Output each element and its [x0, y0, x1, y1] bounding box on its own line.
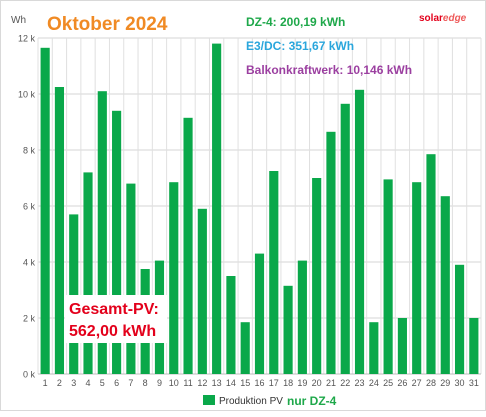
x-tick-label: 21 — [326, 378, 336, 388]
chart-title: Oktober 2024 — [47, 14, 168, 35]
stat-dz4: DZ-4: 200,19 kWh — [246, 15, 345, 29]
bar-day-26 — [397, 318, 407, 374]
x-tick-label: 16 — [254, 378, 264, 388]
bar-day-31 — [469, 318, 479, 374]
x-tick-label: 19 — [297, 378, 307, 388]
y-tick-label: 10 k — [18, 90, 36, 100]
x-tick-label: 1 — [43, 378, 48, 388]
bar-day-16 — [254, 253, 265, 374]
legend-swatch — [203, 395, 215, 405]
bar-day-12 — [197, 208, 207, 374]
legend-note: nur DZ-4 — [287, 394, 337, 408]
x-tick-label: 8 — [143, 378, 148, 388]
x-tick-label: 3 — [71, 378, 76, 388]
x-tick-label: 7 — [128, 378, 133, 388]
bar-day-10 — [169, 182, 179, 374]
bar-day-27 — [412, 182, 422, 374]
bar-day-18 — [283, 285, 293, 374]
x-tick-label: 15 — [240, 378, 250, 388]
bar-day-17 — [269, 171, 279, 374]
bar-day-14 — [226, 276, 236, 374]
x-tick-label: 31 — [469, 378, 479, 388]
solaredge-logo: solaredge — [419, 13, 467, 24]
bar-day-22 — [340, 103, 350, 375]
x-tick-label: 23 — [355, 378, 365, 388]
x-tick-label: 24 — [369, 378, 379, 388]
logo-solar: solar — [419, 13, 443, 24]
svg-text:solaredge: solaredge — [419, 13, 467, 24]
stat-balkonkraftwerk: Balkonkraftwerk: 10,146 kWh — [246, 63, 412, 77]
x-tick-label: 17 — [269, 378, 279, 388]
y-tick-label: 0 k — [23, 370, 36, 380]
x-tick-label: 10 — [169, 378, 179, 388]
x-tick-label: 18 — [283, 378, 293, 388]
x-tick-label: 5 — [100, 378, 105, 388]
bar-day-30 — [454, 264, 465, 374]
bar-day-23 — [354, 89, 365, 375]
bar-day-29 — [440, 196, 450, 374]
bar-day-13 — [212, 43, 222, 374]
bar-day-21 — [326, 131, 336, 374]
total-annotation: Gesamt-PV: 562,00 kWh — [65, 295, 167, 343]
bar-day-3 — [69, 214, 79, 374]
total-value: 562,00 kWh — [69, 323, 156, 340]
legend: Produktion PV nur DZ-4 — [203, 394, 337, 408]
y-tick-label: 4 k — [23, 258, 36, 268]
x-tick-label: 30 — [455, 378, 465, 388]
bar-day-2 — [54, 87, 65, 374]
x-tick-label: 4 — [86, 378, 91, 388]
bar-day-15 — [240, 322, 250, 374]
stat-e3dc: E3/DC: 351,67 kWh — [246, 39, 354, 53]
x-tick-label: 12 — [197, 378, 207, 388]
bar-day-11 — [183, 117, 193, 375]
bar-day-19 — [297, 260, 307, 374]
y-axis-ticks: 0 k 2 k 4 k 6 k 8 k 10 k 12 k — [18, 34, 36, 380]
x-tick-label: 26 — [397, 378, 407, 388]
y-unit-label: Wh — [11, 15, 26, 26]
x-tick-label: 13 — [212, 378, 222, 388]
x-tick-label: 6 — [114, 378, 119, 388]
x-tick-label: 14 — [226, 378, 236, 388]
bar-day-6 — [112, 110, 122, 375]
bar-day-5 — [97, 91, 107, 374]
bar-day-24 — [369, 322, 379, 374]
bar-day-25 — [383, 179, 393, 374]
x-tick-label: 2 — [57, 378, 62, 388]
bar-day-20 — [312, 178, 322, 374]
logo-edge: edge — [443, 13, 467, 24]
bar-day-28 — [426, 154, 436, 374]
y-tick-label: 6 k — [23, 202, 36, 212]
y-tick-label: 12 k — [18, 34, 36, 44]
y-tick-label: 8 k — [23, 146, 36, 156]
x-tick-label: 27 — [412, 378, 422, 388]
x-tick-label: 20 — [312, 378, 322, 388]
bar-day-4 — [83, 172, 93, 374]
x-axis-ticks: 1 2 3 4 5 6 7 8 9 10 11 12 13 14 15 16 17 18 19 20 21 22 23 24 2… — [43, 378, 479, 388]
total-label: Gesamt-PV: — [69, 301, 159, 318]
x-tick-label: 25 — [383, 378, 393, 388]
x-tick-label: 9 — [157, 378, 162, 388]
bar-day-1 — [40, 47, 50, 375]
legend-series-label: Produktion PV — [219, 396, 283, 407]
x-tick-label: 22 — [340, 378, 350, 388]
total-annotation-box — [65, 295, 167, 343]
bar-day-7 — [126, 183, 136, 374]
x-tick-label: 11 — [183, 378, 192, 388]
x-tick-label: 29 — [440, 378, 450, 388]
bars — [40, 43, 479, 375]
y-tick-label: 2 k — [23, 314, 36, 324]
x-tick-label: 28 — [426, 378, 436, 388]
